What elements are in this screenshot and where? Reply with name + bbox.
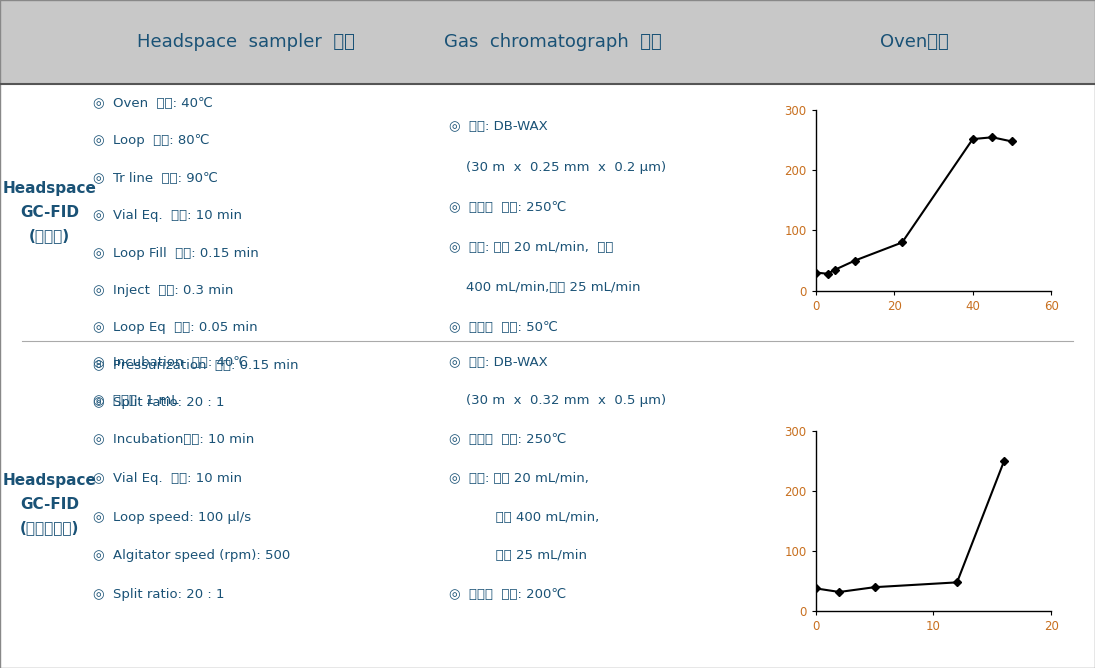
Text: 에어 400 mL/min,: 에어 400 mL/min, [449,510,599,524]
Text: ◎  유량: 수소 20 mL/min,: ◎ 유량: 수소 20 mL/min, [449,472,589,485]
Text: ◎  컴럼: DB-WAX: ◎ 컴럼: DB-WAX [449,355,548,369]
Text: (30 m  x  0.25 mm  x  0.2 μm): (30 m x 0.25 mm x 0.2 μm) [449,160,666,174]
Text: ◎  Tr line  온도: 90℃: ◎ Tr line 온도: 90℃ [93,172,218,185]
Text: ◎  유량: 수소 20 mL/min,  에어: ◎ 유량: 수소 20 mL/min, 에어 [449,240,613,254]
Text: 질소 25 mL/min: 질소 25 mL/min [449,549,587,562]
Bar [0,0,1095,84]
Text: ◎  Loop  온도: 80℃: ◎ Loop 온도: 80℃ [93,134,209,148]
Text: ◎  주입구  온도: 200℃: ◎ 주입구 온도: 200℃ [449,588,566,601]
Text: ◎  Oven  온도: 40℃: ◎ Oven 온도: 40℃ [93,97,212,110]
Text: (30 m  x  0.32 mm  x  0.5 μm): (30 m x 0.32 mm x 0.5 μm) [449,394,666,407]
Text: ◎  Inject  시간: 0.3 min: ◎ Inject 시간: 0.3 min [93,284,233,297]
Text: ◎  Vial Eq.  시간: 10 min: ◎ Vial Eq. 시간: 10 min [93,209,242,222]
Text: ◎  검출기  온도: 250℃: ◎ 검출기 온도: 250℃ [449,433,566,446]
Text: ◎  검출기  온도: 250℃: ◎ 검출기 온도: 250℃ [449,200,566,214]
Text: 400 mL/min,질소 25 mL/min: 400 mL/min,질소 25 mL/min [449,281,641,294]
Text: ◎  Split ratio: 20 : 1: ◎ Split ratio: 20 : 1 [93,396,224,409]
Text: ◎  컴럼: DB-WAX: ◎ 컴럼: DB-WAX [449,120,548,134]
Text: ◎  Pressurization  시간: 0.15 min: ◎ Pressurization 시간: 0.15 min [93,359,299,372]
Text: Headspace  sampler  조건: Headspace sampler 조건 [138,33,355,51]
Text: Headspace
GC-FID
(가스밀봉식): Headspace GC-FID (가스밀봉식) [2,474,96,535]
Text: Headspace
GC-FID
(루프식): Headspace GC-FID (루프식) [2,181,96,243]
Text: Gas  chromatograph  조건: Gas chromatograph 조건 [445,33,661,51]
Text: ◎  Loop Eq  시간: 0.05 min: ◎ Loop Eq 시간: 0.05 min [93,321,257,335]
Text: ◎  주입구  온도: 50℃: ◎ 주입구 온도: 50℃ [449,321,557,334]
Text: ◎  주입량: 1 mL: ◎ 주입량: 1 mL [93,394,178,407]
Text: ◎  Loop Fill  시간: 0.15 min: ◎ Loop Fill 시간: 0.15 min [93,246,258,260]
Text: ◎  Vial Eq.  시간: 10 min: ◎ Vial Eq. 시간: 10 min [93,472,242,485]
Text: ◎  Incubation  온도: 40℃: ◎ Incubation 온도: 40℃ [93,355,249,369]
Text: ◎  Split ratio: 20 : 1: ◎ Split ratio: 20 : 1 [93,588,224,601]
Text: Oven조건: Oven조건 [880,33,948,51]
Text: ◎  Loop speed: 100 μl/s: ◎ Loop speed: 100 μl/s [93,510,251,524]
Text: ◎  Algitator speed (rpm): 500: ◎ Algitator speed (rpm): 500 [93,549,290,562]
Text: ◎  Incubation시간: 10 min: ◎ Incubation시간: 10 min [93,433,254,446]
